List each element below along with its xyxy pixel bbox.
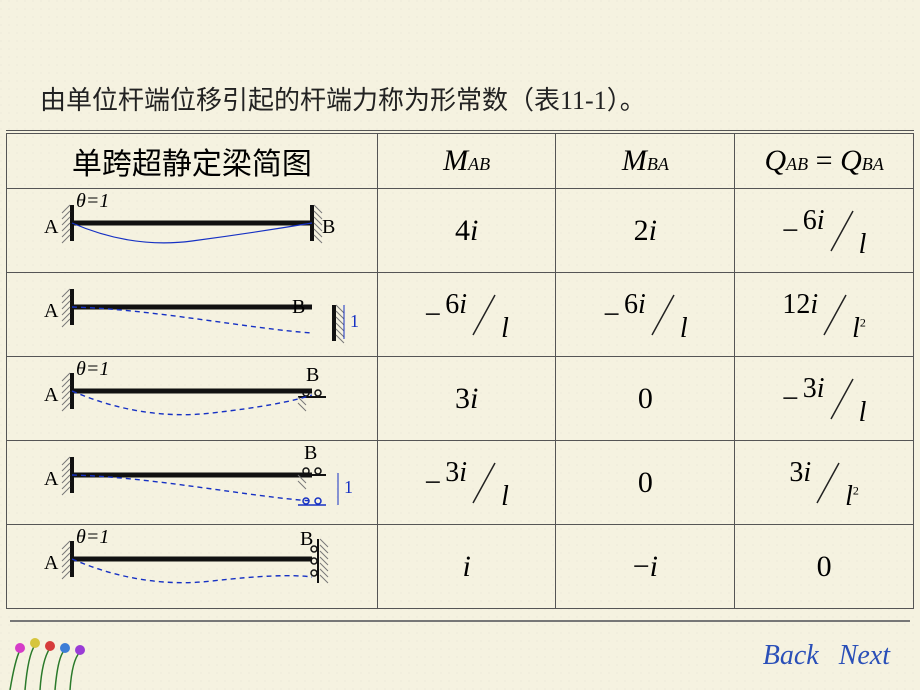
cell-q: −6il [735,189,914,273]
cell-m-ab: −3il [377,441,556,525]
beam-diagram: A Bθ=1 [12,357,372,435]
beam-diagram: A B 1 [12,441,372,519]
svg-text:A: A [44,552,59,574]
svg-text:A: A [44,216,59,238]
flowers-decoration [0,620,120,690]
svg-text:B: B [300,528,313,550]
table-row-diagram: A B 1 [7,441,378,525]
back-button[interactable]: Back [763,640,819,672]
cell-q: 12il2 [735,273,914,357]
footer-rule [10,620,910,622]
shape-constants-table: 单跨超静定梁简图 MAB MBA QAB = QBA A Bθ=1 4i 2i −… [6,130,914,609]
svg-text:B: B [322,216,335,238]
cell-q: −3il [735,357,914,441]
beam-diagram: A B 1 [12,273,372,351]
svg-text:B: B [306,364,319,386]
cell-m-ba: 2i [556,189,735,273]
svg-text:θ=1: θ=1 [76,358,109,380]
svg-text:θ=1: θ=1 [76,526,109,548]
svg-text:B: B [304,442,317,464]
cell-m-ab: i [377,525,556,609]
svg-text:1: 1 [344,477,353,497]
cell-m-ab: 4i [377,189,556,273]
table-row-diagram: A B 1 [7,273,378,357]
cell-q: 0 [735,525,914,609]
caption: 由单位杆端位移引起的杆端力称为形常数（表11-1）。 [40,80,646,117]
header-m-ab: MAB [377,132,556,189]
next-button[interactable]: Next [839,640,890,672]
header-m-ba: MBA [556,132,735,189]
svg-text:A: A [44,468,59,490]
svg-text:B: B [292,296,305,318]
cell-m-ab: −6il [377,273,556,357]
cell-m-ab: 3i [377,357,556,441]
cell-q: 3il2 [735,441,914,525]
beam-diagram: A Bθ=1 [12,525,372,603]
header-diagram: 单跨超静定梁简图 [7,132,378,189]
cell-m-ba: −i [556,525,735,609]
header-q: QAB = QBA [735,132,914,189]
svg-text:A: A [44,384,59,406]
cell-m-ba: 0 [556,357,735,441]
cell-m-ba: −6il [556,273,735,357]
svg-text:1: 1 [350,311,359,331]
cell-m-ba: 0 [556,441,735,525]
nav-buttons: Back Next [763,640,890,672]
beam-diagram: A Bθ=1 [12,189,372,267]
svg-text:θ=1: θ=1 [76,190,109,212]
table-row-diagram: A Bθ=1 [7,189,378,273]
table-row-diagram: A Bθ=1 [7,357,378,441]
svg-text:A: A [44,300,59,322]
table-row-diagram: A Bθ=1 [7,525,378,609]
